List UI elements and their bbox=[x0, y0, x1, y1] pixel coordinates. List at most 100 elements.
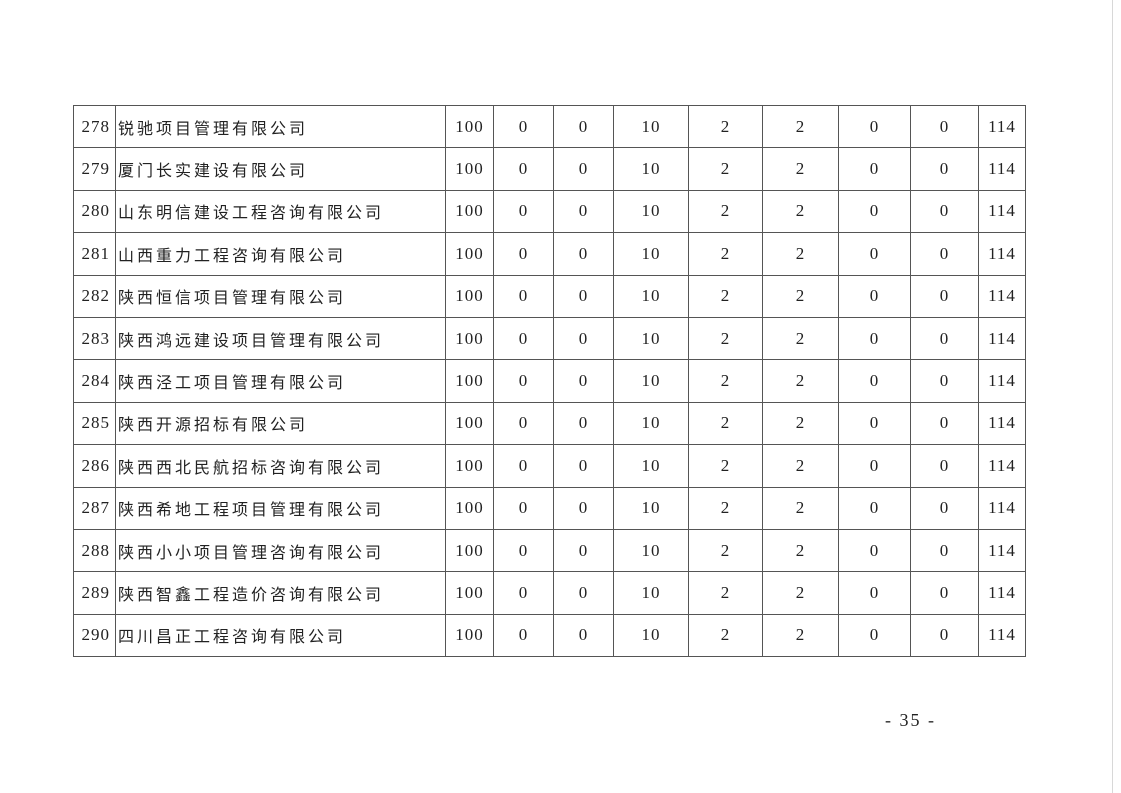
company-name: 山西重力工程咨询有限公司 bbox=[115, 232, 446, 276]
score-cell: 114 bbox=[978, 444, 1026, 488]
row-number: 284 bbox=[73, 359, 116, 403]
score-cell: 2 bbox=[762, 147, 839, 191]
table-row: 283 陕西鸿远建设项目管理有限公司 100 0 0 10 2 2 0 0 114 bbox=[73, 316, 1026, 361]
row-number: 289 bbox=[73, 571, 116, 615]
score-cell: 0 bbox=[910, 444, 979, 488]
score-cell: 100 bbox=[445, 359, 494, 403]
row-number: 283 bbox=[73, 316, 116, 361]
table-row: 281 山西重力工程咨询有限公司 100 0 0 10 2 2 0 0 114 bbox=[73, 232, 1026, 276]
scan-edge-line bbox=[1112, 0, 1113, 793]
score-cell: 100 bbox=[445, 316, 494, 361]
table-row: 290 四川昌正工程咨询有限公司 100 0 0 10 2 2 0 0 114 bbox=[73, 613, 1026, 658]
score-cell: 100 bbox=[445, 571, 494, 615]
row-number: 280 bbox=[73, 189, 116, 234]
score-cell: 114 bbox=[978, 401, 1026, 446]
score-cell: 0 bbox=[553, 232, 614, 276]
score-cell: 2 bbox=[762, 401, 839, 446]
score-cell: 2 bbox=[762, 316, 839, 361]
score-cell: 0 bbox=[493, 274, 554, 318]
company-name: 四川昌正工程咨询有限公司 bbox=[115, 613, 446, 658]
score-cell: 0 bbox=[838, 147, 911, 191]
score-cell: 114 bbox=[978, 359, 1026, 403]
row-number: 285 bbox=[73, 401, 116, 446]
company-name: 山东明信建设工程咨询有限公司 bbox=[115, 189, 446, 234]
score-cell: 0 bbox=[910, 147, 979, 191]
score-cell: 0 bbox=[838, 401, 911, 446]
score-cell: 10 bbox=[613, 147, 689, 191]
score-cell: 114 bbox=[978, 147, 1026, 191]
score-cell: 2 bbox=[762, 359, 839, 403]
score-cell: 2 bbox=[688, 189, 763, 234]
score-cell: 0 bbox=[493, 571, 554, 615]
score-cell: 2 bbox=[688, 528, 763, 573]
score-cell: 100 bbox=[445, 486, 494, 530]
score-cell: 0 bbox=[910, 613, 979, 658]
score-cell: 0 bbox=[493, 613, 554, 658]
score-cell: 10 bbox=[613, 528, 689, 573]
score-cell: 0 bbox=[553, 571, 614, 615]
score-cell: 2 bbox=[688, 401, 763, 446]
score-cell: 0 bbox=[493, 232, 554, 276]
score-cell: 2 bbox=[688, 232, 763, 276]
score-cell: 10 bbox=[613, 189, 689, 234]
score-cell: 0 bbox=[553, 486, 614, 530]
score-cell: 2 bbox=[762, 613, 839, 658]
score-cell: 2 bbox=[688, 613, 763, 658]
score-cell: 0 bbox=[493, 147, 554, 191]
score-cell: 10 bbox=[613, 274, 689, 318]
score-cell: 10 bbox=[613, 232, 689, 276]
score-cell: 114 bbox=[978, 274, 1026, 318]
score-cell: 0 bbox=[553, 147, 614, 191]
company-name: 陕西泾工项目管理有限公司 bbox=[115, 359, 446, 403]
company-name: 陕西小小项目管理咨询有限公司 bbox=[115, 528, 446, 573]
score-cell: 100 bbox=[445, 104, 494, 149]
score-cell: 2 bbox=[688, 147, 763, 191]
score-cell: 0 bbox=[838, 528, 911, 573]
score-cell: 0 bbox=[838, 104, 911, 149]
score-cell: 0 bbox=[493, 104, 554, 149]
company-name: 陕西希地工程项目管理有限公司 bbox=[115, 486, 446, 530]
score-cell: 2 bbox=[762, 571, 839, 615]
score-cell: 0 bbox=[553, 104, 614, 149]
score-cell: 10 bbox=[613, 613, 689, 658]
score-cell: 2 bbox=[762, 189, 839, 234]
score-cell: 0 bbox=[910, 359, 979, 403]
row-number: 278 bbox=[73, 104, 116, 149]
score-cell: 0 bbox=[838, 613, 911, 658]
table-row: 286 陕西西北民航招标咨询有限公司 100 0 0 10 2 2 0 0 114 bbox=[73, 444, 1026, 488]
score-cell: 0 bbox=[838, 316, 911, 361]
score-cell: 10 bbox=[613, 359, 689, 403]
score-cell: 0 bbox=[553, 274, 614, 318]
score-cell: 0 bbox=[553, 613, 614, 658]
score-cell: 0 bbox=[493, 316, 554, 361]
score-cell: 2 bbox=[688, 316, 763, 361]
score-cell: 100 bbox=[445, 189, 494, 234]
score-cell: 100 bbox=[445, 232, 494, 276]
score-cell: 0 bbox=[553, 359, 614, 403]
score-cell: 0 bbox=[553, 444, 614, 488]
table-row: 287 陕西希地工程项目管理有限公司 100 0 0 10 2 2 0 0 114 bbox=[73, 486, 1026, 530]
score-cell: 100 bbox=[445, 147, 494, 191]
score-cell: 2 bbox=[762, 444, 839, 488]
table-row: 285 陕西开源招标有限公司 100 0 0 10 2 2 0 0 114 bbox=[73, 401, 1026, 446]
score-cell: 0 bbox=[910, 232, 979, 276]
score-cell: 10 bbox=[613, 104, 689, 149]
table-row: 278 锐驰项目管理有限公司 100 0 0 10 2 2 0 0 114 bbox=[73, 104, 1026, 149]
score-cell: 0 bbox=[493, 486, 554, 530]
score-cell: 0 bbox=[838, 359, 911, 403]
score-cell: 0 bbox=[493, 528, 554, 573]
score-cell: 0 bbox=[838, 486, 911, 530]
score-cell: 0 bbox=[553, 401, 614, 446]
score-cell: 2 bbox=[688, 444, 763, 488]
row-number: 281 bbox=[73, 232, 116, 276]
company-name: 陕西鸿远建设项目管理有限公司 bbox=[115, 316, 446, 361]
score-cell: 100 bbox=[445, 274, 494, 318]
score-cell: 10 bbox=[613, 486, 689, 530]
score-cell: 0 bbox=[910, 104, 979, 149]
table-row: 288 陕西小小项目管理咨询有限公司 100 0 0 10 2 2 0 0 114 bbox=[73, 528, 1026, 573]
score-cell: 0 bbox=[910, 486, 979, 530]
score-cell: 2 bbox=[688, 104, 763, 149]
score-cell: 2 bbox=[762, 274, 839, 318]
row-number: 290 bbox=[73, 613, 116, 658]
row-number: 279 bbox=[73, 147, 116, 191]
